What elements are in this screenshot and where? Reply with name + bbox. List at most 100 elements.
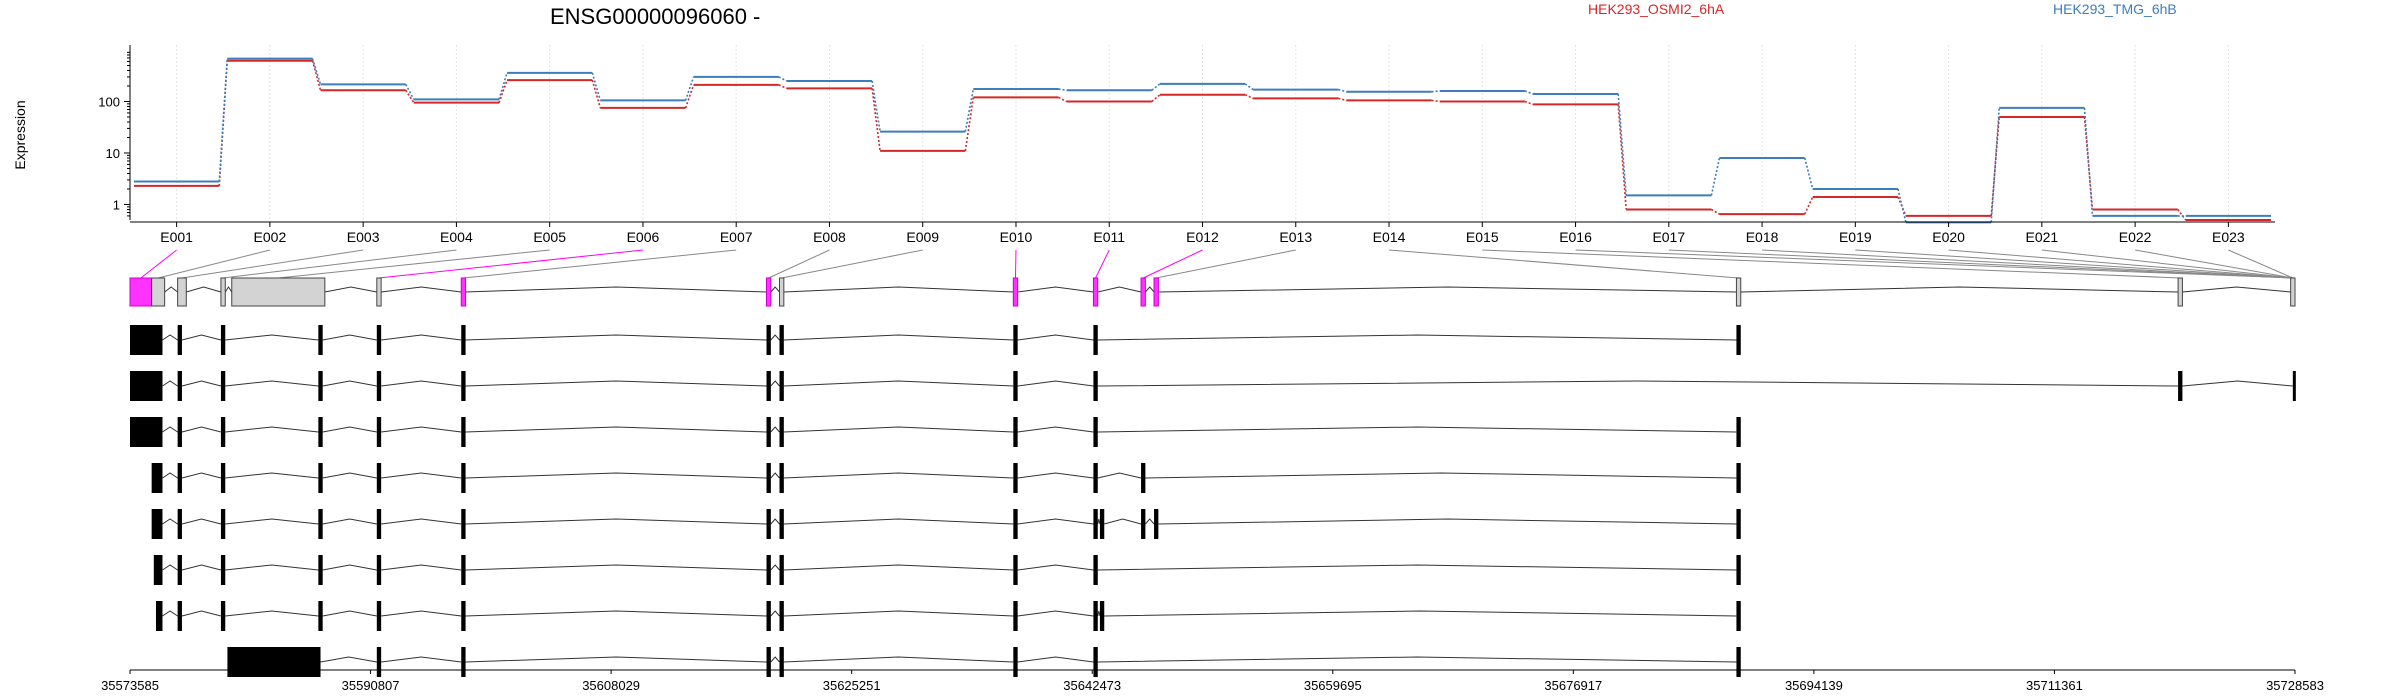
transcript-exon <box>177 601 182 631</box>
series-connector <box>1151 94 1161 103</box>
transcript-exon <box>461 647 466 677</box>
exon-label: E015 <box>1466 229 1499 245</box>
merged-intron <box>1017 286 1094 293</box>
transcript-exon <box>461 601 466 631</box>
genomic-tick-label: 35573585 <box>101 678 159 693</box>
transcript-exon <box>376 371 382 401</box>
genomic-tick-label: 35625251 <box>823 678 881 693</box>
transcript-exon <box>461 509 466 539</box>
exon-connector <box>1948 249 2293 279</box>
transcript-intron <box>181 380 222 387</box>
transcript-exon <box>779 601 784 631</box>
exon-label: E012 <box>1186 229 1219 245</box>
transcript-intron <box>320 656 377 663</box>
transcript-intron <box>381 334 462 341</box>
transcript-exon <box>376 463 382 493</box>
exon-connector <box>781 249 923 279</box>
transcript-exon <box>220 509 226 539</box>
series-connector <box>964 97 975 151</box>
transcript-intron <box>783 610 1014 617</box>
genomic-tick-label: 35608029 <box>582 678 640 693</box>
genomic-tick-label: 35642473 <box>1063 678 1121 693</box>
transcript-exon <box>1736 509 1741 539</box>
series-connector <box>1897 196 1907 217</box>
transcript-intron <box>162 518 178 525</box>
transcript-exon <box>766 417 771 447</box>
transcript-intron <box>181 610 222 617</box>
series-connector <box>684 76 695 101</box>
chart-title: ENSG00000096060 - <box>550 4 760 29</box>
transcript-exon <box>461 371 466 401</box>
transcript-intron <box>465 380 767 387</box>
series-connector <box>311 58 322 85</box>
transcript-intron <box>770 656 780 663</box>
transcript-exon <box>151 463 163 493</box>
transcript-intron <box>225 518 319 525</box>
transcript-intron <box>783 426 1014 433</box>
transcript-exon <box>779 463 784 493</box>
genomic-axis: 35573585 35590807 35608029 35625251 35642473… <box>101 669 2324 693</box>
series-connector <box>778 84 788 90</box>
transcript-exon <box>779 555 784 585</box>
series-connector <box>218 60 229 186</box>
y-axis-label: Expression <box>12 100 28 169</box>
transcript-intron <box>465 426 767 433</box>
vertical-gridlines <box>176 45 2229 220</box>
transcript-exon <box>376 325 382 355</box>
series-connector <box>1897 188 1907 223</box>
y-tick-label: 10 <box>106 146 120 161</box>
merged-exon <box>1153 277 1159 307</box>
transcript-exon <box>2292 371 2296 401</box>
transcript-exon <box>318 509 323 539</box>
transcript-exon <box>1736 417 1741 447</box>
transcript-intron <box>465 656 767 663</box>
merged-intron <box>324 286 377 293</box>
transcript-intron <box>1017 656 1094 663</box>
exon-connector <box>158 249 271 279</box>
transcript-row <box>153 555 1741 585</box>
transcript-intron <box>783 656 1014 663</box>
y-tick-label: 1 <box>113 197 120 212</box>
series-connector <box>591 72 602 101</box>
exon-connector <box>463 249 737 279</box>
transcript-exon <box>766 509 771 539</box>
transcript-exon <box>766 601 771 631</box>
transcript-exon <box>1013 601 1018 631</box>
series-connector <box>1524 90 1534 95</box>
genomic-tick-label: 35728583 <box>2266 678 2324 693</box>
transcript-exon <box>461 417 466 447</box>
transcript-intron <box>225 564 319 571</box>
merged-exon <box>1140 277 1146 307</box>
transcript-exon <box>220 371 226 401</box>
series-connector <box>1524 100 1534 106</box>
merged-intron <box>770 286 780 293</box>
merged-intron <box>465 286 767 293</box>
genomic-tick-label: 35659695 <box>1304 678 1362 693</box>
transcript-intron <box>381 610 462 617</box>
transcript-intron <box>1097 334 1737 341</box>
exon-label: E006 <box>627 229 660 245</box>
exon-label: E018 <box>1746 229 1779 245</box>
series-connector <box>684 84 695 109</box>
transcript-row <box>151 463 1741 493</box>
exon-label: E008 <box>813 229 846 245</box>
merged-exon <box>231 277 326 307</box>
exon-label: E021 <box>2025 229 2058 245</box>
exon-label: E017 <box>1652 229 1685 245</box>
transcript-intron <box>1145 472 1737 479</box>
transcript-intron <box>465 518 767 525</box>
transcript-intron <box>1145 518 1155 525</box>
transcript-intron <box>381 380 462 387</box>
exon-connector <box>1855 249 2293 279</box>
merged-exon <box>766 277 772 307</box>
exon-connector <box>1762 249 2293 279</box>
transcript-exon <box>130 417 163 447</box>
transcript-row <box>227 647 1741 677</box>
transcript-exon <box>153 555 163 585</box>
series-connector <box>1058 88 1067 92</box>
transcript-intron <box>770 564 780 571</box>
transcript-exon <box>766 647 771 677</box>
transcript-exon <box>2178 371 2183 401</box>
transcript-intron <box>322 334 377 341</box>
transcript-exon <box>155 601 163 631</box>
